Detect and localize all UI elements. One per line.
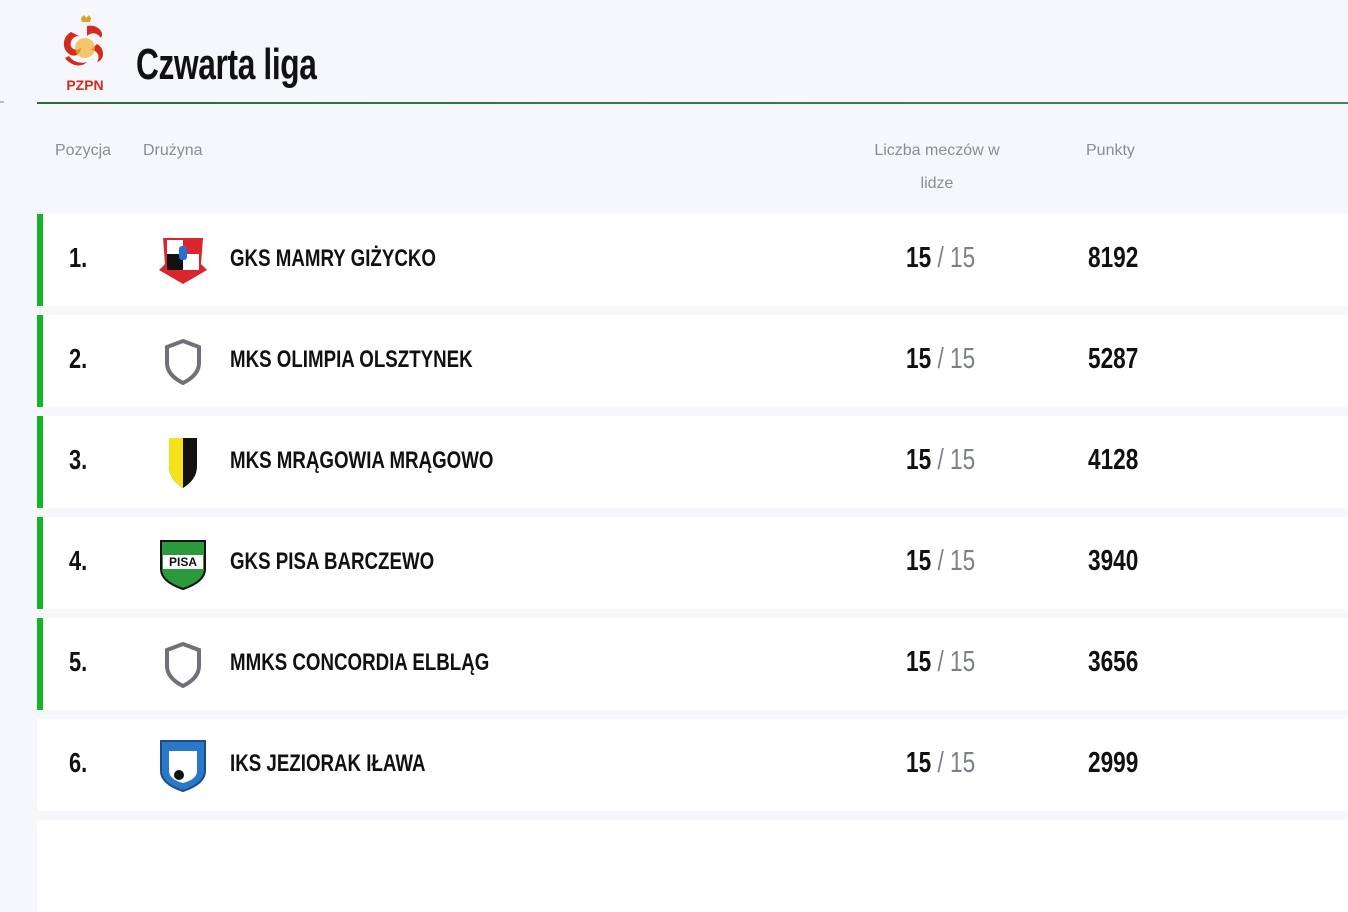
svg-text:PZPN: PZPN xyxy=(66,77,103,93)
team-name[interactable]: GKS PISA BARCZEWO xyxy=(230,548,435,575)
gks-mamry-crest xyxy=(159,238,207,284)
table-row[interactable]: 2. MKS OLIMPIA OLSZTYNEK 15 / 15 5287 xyxy=(37,315,1348,407)
promotion-indicator xyxy=(37,315,43,407)
promotion-indicator xyxy=(37,618,43,710)
table-row[interactable]: 1. GKS MAMRY GIŻYCKO 15 / 15 8192 xyxy=(37,214,1348,306)
promotion-indicator xyxy=(37,214,43,306)
team-points: 5287 xyxy=(1088,343,1139,375)
team-points: 4128 xyxy=(1088,444,1139,476)
team-name[interactable]: MKS MRĄGOWIA MRĄGOWO xyxy=(230,447,494,474)
team-points: 3940 xyxy=(1088,545,1139,577)
svg-text:PISA: PISA xyxy=(169,555,197,569)
left-edge-mark xyxy=(0,101,4,103)
team-position: 4. xyxy=(69,545,88,576)
column-header-team: Drużyna xyxy=(143,142,203,159)
table-row[interactable]: 5. MMKS CONCORDIA ELBLĄG 15 / 15 3656 xyxy=(37,618,1348,710)
team-position: 1. xyxy=(69,242,88,273)
team-position: 5. xyxy=(69,646,88,677)
promotion-indicator xyxy=(37,517,43,609)
team-position: 3. xyxy=(69,444,88,475)
table-row[interactable]: 6. IKS JEZIORAK IŁAWA 15 / 15 2999 xyxy=(37,719,1348,811)
table-row[interactable] xyxy=(37,820,1348,912)
team-points: 2999 xyxy=(1088,747,1139,779)
team-position: 6. xyxy=(69,747,88,778)
header-divider xyxy=(37,102,1348,104)
team-name[interactable]: MKS OLIMPIA OLSZTYNEK xyxy=(230,346,473,373)
mragowia-crest xyxy=(169,438,197,488)
team-points: 8192 xyxy=(1088,242,1139,274)
team-position: 2. xyxy=(69,343,88,374)
team-points: 3656 xyxy=(1088,646,1139,678)
table-row[interactable]: 4. PISA GKS PISA BARCZEWO 15 / 15 3940 xyxy=(37,517,1348,609)
pisa-crest: PISA xyxy=(160,540,206,591)
page-title: Czwarta liga xyxy=(136,40,317,89)
default-shield-icon xyxy=(165,338,201,386)
default-shield-icon xyxy=(165,641,201,689)
matches-played: 15 / 15 xyxy=(906,444,976,476)
matches-played: 15 / 15 xyxy=(906,747,976,779)
pzpn-logo: PZPN xyxy=(63,15,104,93)
matches-played: 15 / 15 xyxy=(906,242,976,274)
column-header-position: Pozycja xyxy=(55,142,112,159)
team-name[interactable]: MMKS CONCORDIA ELBLĄG xyxy=(230,649,490,676)
column-header-points: Punkty xyxy=(1086,142,1135,159)
matches-played: 15 / 15 xyxy=(906,545,976,577)
team-name[interactable]: GKS MAMRY GIŻYCKO xyxy=(230,245,436,272)
table-row[interactable]: 3. MKS MRĄGOWIA MRĄGOWO 15 / 15 4128 xyxy=(37,416,1348,508)
promotion-indicator xyxy=(37,416,43,508)
page-header: PZPN Czwarta liga xyxy=(37,0,1348,104)
team-name[interactable]: IKS JEZIORAK IŁAWA xyxy=(230,750,426,777)
column-header-matches: Liczba meczów w lidze xyxy=(874,142,1000,192)
jeziorak-crest xyxy=(160,740,206,793)
matches-played: 15 / 15 xyxy=(906,343,976,375)
matches-played: 15 / 15 xyxy=(906,646,976,678)
